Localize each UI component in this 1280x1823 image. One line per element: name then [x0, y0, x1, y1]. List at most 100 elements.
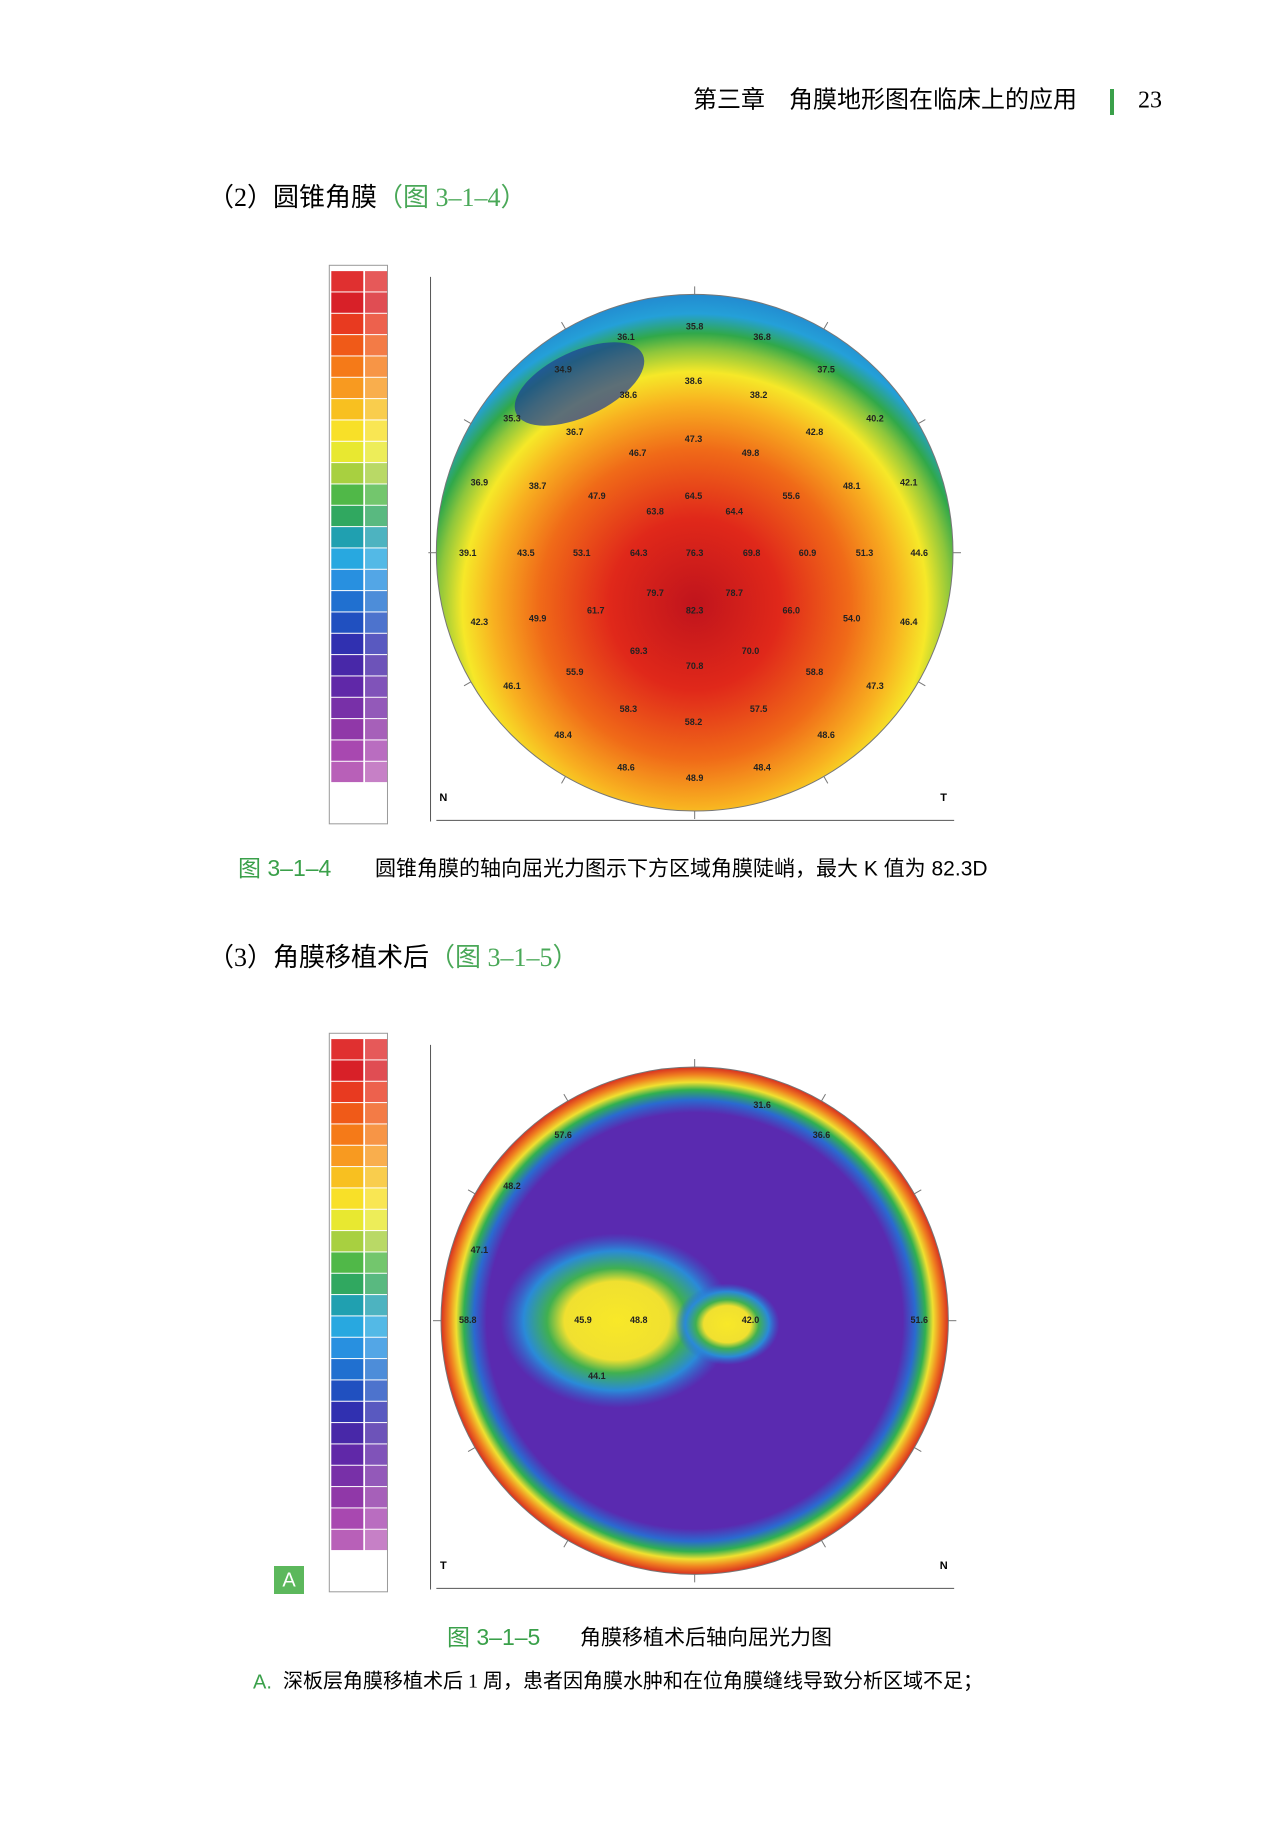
chapter: 第三章 角膜地形图在临床上的应用	[693, 87, 1077, 114]
map-tick	[467, 1447, 476, 1452]
color-cell	[365, 1487, 388, 1508]
color-cell	[365, 676, 388, 697]
map-value: 55.9	[566, 667, 584, 677]
color-cell	[365, 761, 388, 783]
map-value: 47.3	[685, 434, 703, 444]
map-value: 36.1	[617, 332, 635, 342]
map-value: 78.7	[725, 588, 743, 598]
map-tick	[918, 681, 926, 687]
color-cell	[331, 1401, 364, 1423]
color-cell	[331, 1380, 364, 1401]
map-tick	[823, 776, 829, 784]
map-value: 40.2	[866, 413, 884, 423]
color-cell	[365, 1103, 388, 1124]
map-value: 43.5	[517, 548, 535, 558]
color-cell	[331, 612, 364, 633]
color-cell	[365, 740, 388, 761]
map-value: 54.0	[843, 613, 861, 623]
map-value: 51.6	[910, 1315, 928, 1325]
color-cell	[365, 655, 388, 676]
color-cell	[365, 1060, 388, 1081]
map-value: 48.4	[753, 762, 771, 772]
map-value: 36.9	[471, 477, 489, 487]
map-value: 48.8	[630, 1315, 648, 1325]
color-cell	[331, 761, 364, 783]
color-cell	[365, 420, 388, 441]
color-cell	[331, 655, 364, 676]
map-value: 48.6	[817, 730, 835, 740]
color-cell	[331, 1231, 364, 1252]
map-value: 38.6	[620, 390, 638, 400]
map-value: 46.7	[629, 448, 647, 458]
map-value: 36.6	[813, 1130, 831, 1140]
color-cell	[365, 505, 388, 527]
map-value: 69.3	[630, 646, 648, 656]
color-cell	[365, 1401, 388, 1423]
orientation-label: T	[440, 1560, 447, 1572]
color-cell	[331, 1359, 364, 1380]
color-cell	[365, 697, 388, 719]
color-cell	[365, 591, 388, 612]
section-heading: （3）角膜移植术后（图 3–1–5）	[208, 943, 579, 972]
map-value: 37.5	[817, 364, 835, 374]
map-value: 55.6	[782, 491, 800, 501]
section-heading: （2）圆锥角膜（图 3–1–4）	[208, 183, 527, 212]
color-cell	[365, 1273, 388, 1295]
caption: 圆锥角膜的轴向屈光力图示下方区域角膜陡峭，最大 K 值为 82.3D	[375, 858, 988, 881]
panel-label: A	[282, 1569, 296, 1591]
color-cell	[331, 548, 364, 569]
map-value: 49.9	[529, 613, 547, 623]
map-value: 36.7	[566, 427, 584, 437]
color-cell	[331, 1039, 364, 1060]
page-number: 23	[1138, 88, 1162, 114]
map-value: 47.1	[471, 1245, 489, 1255]
color-cell	[365, 356, 388, 377]
zone	[674, 1283, 780, 1365]
color-cell	[365, 463, 388, 484]
orientation-label: N	[439, 792, 447, 804]
map-value: 47.3	[866, 681, 884, 691]
map-value: 42.8	[806, 427, 824, 437]
color-cell	[331, 1465, 364, 1487]
color-cell	[365, 1209, 388, 1231]
map-value: 48.1	[843, 481, 861, 491]
map-value: 48.6	[617, 762, 635, 772]
map-tick	[914, 1189, 922, 1195]
color-cell	[365, 1188, 388, 1209]
color-cell	[331, 1060, 364, 1081]
steep-zone	[514, 342, 645, 426]
map-value: 70.0	[742, 646, 760, 656]
color-cell	[331, 1295, 364, 1316]
color-cell	[331, 399, 364, 420]
color-cell	[365, 1508, 388, 1529]
color-cell	[331, 484, 364, 505]
map-tick	[463, 419, 472, 424]
color-cell	[331, 1124, 364, 1145]
caption-number: 图 3–1–4	[238, 855, 332, 881]
map-value: 44.1	[588, 1371, 606, 1381]
subcaption-label: A.	[253, 1671, 272, 1693]
caption-number: 图 3–1–5	[447, 1624, 540, 1650]
subcaption: 深板层角膜移植术后 1 周，患者因角膜水肿和在位角膜缝线导致分析区域不足；	[283, 1670, 983, 1693]
color-cell	[365, 271, 388, 292]
map-tick	[463, 681, 472, 687]
color-cell	[365, 1380, 388, 1401]
map-value: 70.8	[686, 661, 704, 671]
color-cell	[331, 719, 364, 740]
color-cell	[365, 1316, 388, 1337]
map-value: 42.0	[742, 1315, 760, 1325]
map-value: 53.1	[573, 548, 591, 558]
color-cell	[331, 313, 364, 335]
color-cell	[331, 335, 364, 356]
color-cell	[331, 1337, 364, 1359]
color-cell	[331, 1529, 364, 1551]
color-cell	[365, 1231, 388, 1252]
map-value: 64.3	[630, 548, 648, 558]
color-cell	[331, 271, 364, 292]
map-value: 42.3	[471, 617, 489, 627]
divider	[1110, 89, 1114, 115]
color-cell	[365, 1337, 388, 1359]
map-tick	[914, 1447, 922, 1452]
map-value: 35.3	[503, 413, 521, 423]
